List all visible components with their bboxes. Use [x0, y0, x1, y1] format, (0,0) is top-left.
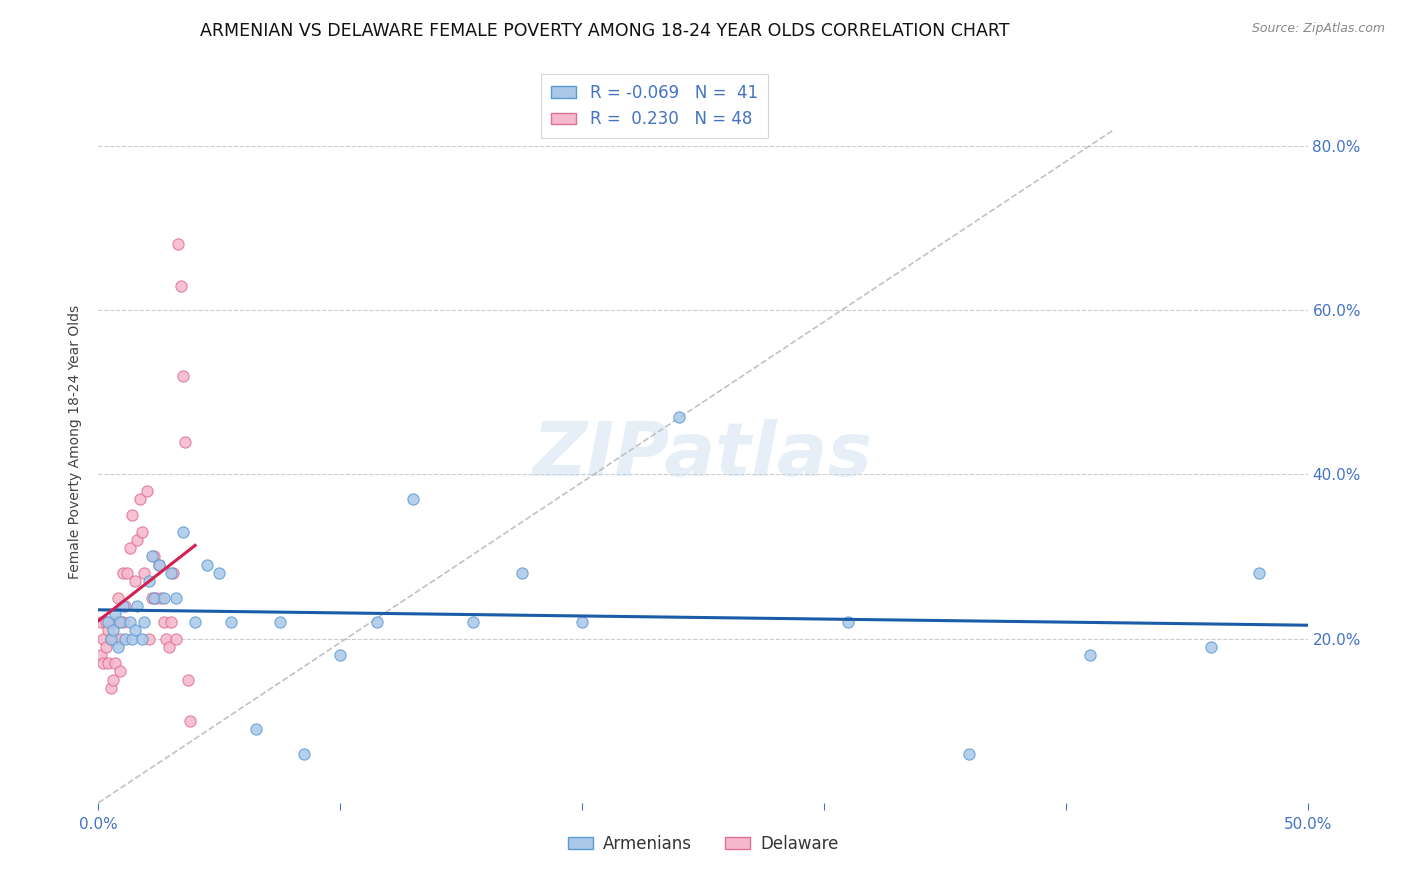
Point: [91, 632, 114, 646]
Point: [221, 615, 243, 630]
Point: [1199, 640, 1222, 654]
Text: ARMENIAN VS DELAWARE FEMALE POVERTY AMONG 18-24 YEAR OLDS CORRELATION CHART: ARMENIAN VS DELAWARE FEMALE POVERTY AMON…: [200, 22, 1010, 40]
Point: [152, 591, 174, 605]
Point: [124, 574, 146, 588]
Point: [118, 615, 141, 630]
Point: [179, 714, 201, 728]
Point: [366, 615, 388, 630]
Point: [108, 632, 131, 646]
Point: [111, 566, 134, 580]
Point: [165, 632, 187, 646]
Point: [101, 673, 124, 687]
Point: [121, 632, 143, 646]
Point: [837, 615, 859, 630]
Point: [143, 591, 166, 605]
Point: [90, 615, 112, 630]
Point: [329, 648, 352, 662]
Point: [152, 615, 174, 630]
Point: [134, 615, 156, 630]
Point: [101, 624, 124, 638]
Point: [117, 566, 139, 580]
Point: [155, 632, 177, 646]
Point: [174, 434, 197, 449]
Point: [107, 640, 129, 654]
Point: [111, 599, 134, 613]
Point: [97, 615, 120, 630]
Point: [91, 657, 114, 671]
Text: ZIPatlas: ZIPatlas: [533, 419, 873, 492]
Point: [114, 632, 136, 646]
Point: [150, 591, 173, 605]
Point: [104, 657, 127, 671]
Point: [463, 615, 485, 630]
Point: [107, 615, 129, 630]
Point: [245, 722, 267, 736]
Point: [101, 615, 124, 630]
Point: [104, 632, 127, 646]
Point: [138, 574, 160, 588]
Point: [121, 508, 143, 523]
Point: [128, 491, 150, 506]
Point: [145, 591, 167, 605]
Point: [402, 491, 425, 506]
Point: [100, 632, 122, 646]
Point: [104, 607, 127, 621]
Point: [131, 632, 153, 646]
Point: [111, 615, 134, 630]
Point: [108, 615, 131, 630]
Point: [141, 549, 163, 564]
Point: [118, 541, 141, 556]
Point: [157, 640, 180, 654]
Point: [90, 648, 112, 662]
Point: [510, 566, 533, 580]
Point: [143, 549, 166, 564]
Point: [1249, 566, 1271, 580]
Point: [184, 615, 207, 630]
Point: [97, 657, 120, 671]
Point: [131, 524, 153, 539]
Point: [100, 632, 122, 646]
Point: [169, 278, 191, 293]
Point: [107, 591, 129, 605]
Point: [160, 566, 183, 580]
Point: [127, 599, 149, 613]
Point: [571, 615, 593, 630]
Point: [124, 624, 146, 638]
Point: [108, 665, 131, 679]
Point: [208, 566, 231, 580]
Point: [269, 615, 291, 630]
Legend: Armenians, Delaware: Armenians, Delaware: [561, 828, 845, 860]
Point: [957, 747, 980, 761]
Point: [177, 673, 200, 687]
Point: [148, 558, 170, 572]
Point: [141, 591, 163, 605]
Point: [127, 533, 149, 547]
Point: [114, 599, 136, 613]
Point: [97, 624, 120, 638]
Point: [1078, 648, 1101, 662]
Point: [172, 524, 194, 539]
Point: [94, 615, 117, 630]
Point: [160, 615, 183, 630]
Point: [195, 558, 218, 572]
Point: [138, 632, 160, 646]
Point: [148, 558, 170, 572]
Point: [172, 368, 194, 383]
Point: [100, 681, 122, 695]
Point: [167, 237, 190, 252]
Point: [134, 566, 156, 580]
Point: [668, 409, 690, 424]
Point: [135, 483, 157, 498]
Point: [292, 747, 315, 761]
Point: [94, 640, 117, 654]
Text: Source: ZipAtlas.com: Source: ZipAtlas.com: [1251, 22, 1385, 36]
Point: [162, 566, 184, 580]
Point: [165, 591, 187, 605]
Y-axis label: Female Poverty Among 18-24 Year Olds: Female Poverty Among 18-24 Year Olds: [69, 304, 83, 579]
